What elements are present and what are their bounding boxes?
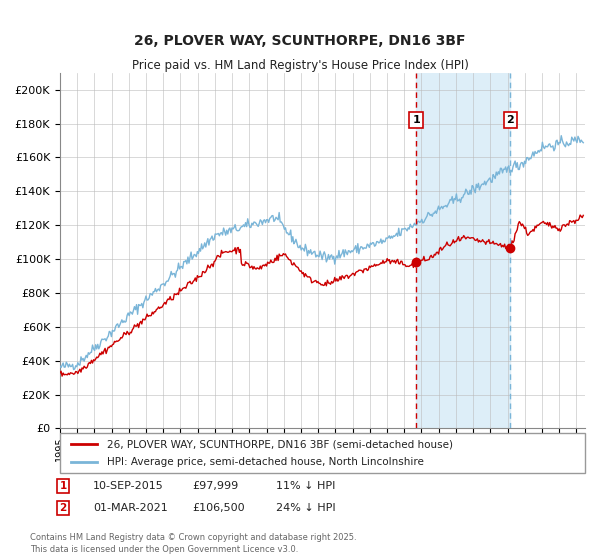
Bar xyxy=(416,73,511,428)
Text: 26, PLOVER WAY, SCUNTHORPE, DN16 3BF (semi-detached house): 26, PLOVER WAY, SCUNTHORPE, DN16 3BF (se… xyxy=(107,439,453,449)
Text: £106,500: £106,500 xyxy=(192,503,245,513)
Text: 2: 2 xyxy=(59,503,67,513)
FancyBboxPatch shape xyxy=(60,433,585,473)
Text: 11% ↓ HPI: 11% ↓ HPI xyxy=(276,481,335,491)
Text: 01-MAR-2021: 01-MAR-2021 xyxy=(93,503,168,513)
Text: 26, PLOVER WAY, SCUNTHORPE, DN16 3BF: 26, PLOVER WAY, SCUNTHORPE, DN16 3BF xyxy=(134,34,466,48)
Text: 1: 1 xyxy=(412,115,420,125)
Text: Price paid vs. HM Land Registry's House Price Index (HPI): Price paid vs. HM Land Registry's House … xyxy=(131,59,469,72)
Text: 2: 2 xyxy=(506,115,514,125)
Text: 1: 1 xyxy=(59,481,67,491)
Text: 24% ↓ HPI: 24% ↓ HPI xyxy=(276,503,335,513)
Text: This data is licensed under the Open Government Licence v3.0.: This data is licensed under the Open Gov… xyxy=(30,545,298,554)
Text: £97,999: £97,999 xyxy=(192,481,238,491)
Text: HPI: Average price, semi-detached house, North Lincolnshire: HPI: Average price, semi-detached house,… xyxy=(107,457,424,467)
Text: 10-SEP-2015: 10-SEP-2015 xyxy=(93,481,164,491)
Text: Contains HM Land Registry data © Crown copyright and database right 2025.: Contains HM Land Registry data © Crown c… xyxy=(30,533,356,542)
